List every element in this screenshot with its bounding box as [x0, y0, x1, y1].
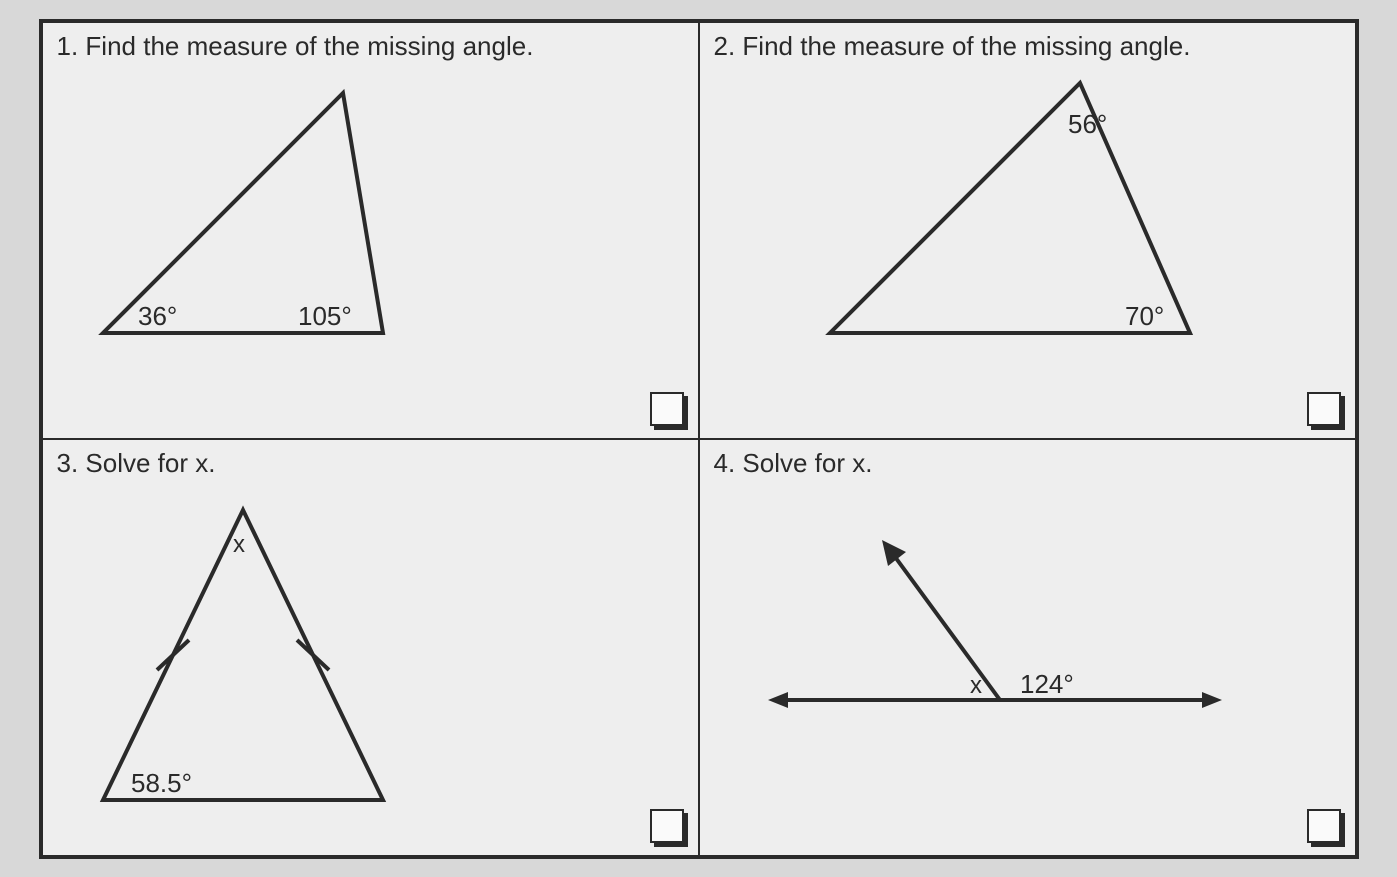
- problem-number: 3.: [57, 448, 79, 478]
- triangle-figure-2: 56° 70°: [810, 63, 1230, 358]
- problem-cell-4: 4. Solve for x. x 124°: [699, 439, 1356, 856]
- angle-label: 56°: [1068, 109, 1107, 139]
- answer-box[interactable]: [650, 392, 684, 426]
- problem-cell-2: 2. Find the measure of the missing angle…: [699, 22, 1356, 439]
- angle-label: 36°: [138, 301, 177, 331]
- answer-box[interactable]: [1307, 392, 1341, 426]
- angle-label: 124°: [1020, 669, 1074, 699]
- angle-label: 70°: [1125, 301, 1164, 331]
- problem-number: 2.: [714, 31, 736, 61]
- answer-box[interactable]: [1307, 809, 1341, 843]
- angle-label: 58.5°: [131, 768, 192, 798]
- problem-text: Solve for x.: [85, 448, 215, 478]
- problem-prompt: 2. Find the measure of the missing angle…: [714, 31, 1341, 62]
- answer-box[interactable]: [650, 809, 684, 843]
- problem-number: 4.: [714, 448, 736, 478]
- problem-text: Find the measure of the missing angle.: [85, 31, 533, 61]
- problem-cell-3: 3. Solve for x. x 58.5°: [42, 439, 699, 856]
- linear-pair-figure: x 124°: [760, 520, 1240, 745]
- worksheet-grid: 1. Find the measure of the missing angle…: [39, 19, 1359, 859]
- angle-label: x: [970, 672, 982, 699]
- triangle-figure-1: 36° 105°: [83, 73, 443, 358]
- problem-number: 1.: [57, 31, 79, 61]
- problem-prompt: 1. Find the measure of the missing angle…: [57, 31, 684, 62]
- angle-label: 105°: [298, 301, 352, 331]
- problem-text: Solve for x.: [742, 448, 872, 478]
- angle-label: x: [233, 531, 245, 558]
- problem-text: Find the measure of the missing angle.: [742, 31, 1190, 61]
- isosceles-triangle-figure: x 58.5°: [83, 490, 423, 825]
- problem-prompt: 4. Solve for x.: [714, 448, 1341, 479]
- problem-cell-1: 1. Find the measure of the missing angle…: [42, 22, 699, 439]
- problem-prompt: 3. Solve for x.: [57, 448, 684, 479]
